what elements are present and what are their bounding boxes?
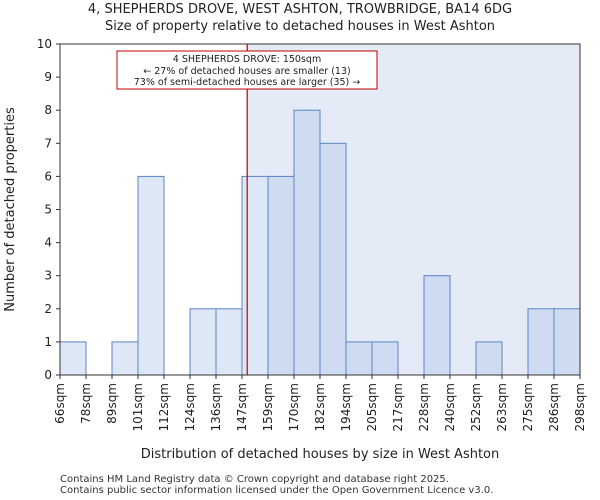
y-ticks-group: 0 1 2 3 4 5 6 7 8 9 10: [37, 37, 60, 382]
y-tick-label: 6: [44, 169, 52, 183]
y-tick-label: 0: [44, 368, 52, 382]
x-tick-label: 147sqm: [235, 383, 249, 431]
x-tick-label: 263sqm: [495, 383, 509, 431]
annotation-box: 4 SHEPHERDS DROVE: 150sqm ← 27% of detac…: [116, 50, 378, 90]
histogram-bar: [319, 142, 347, 376]
y-tick-label: 1: [44, 335, 52, 349]
histogram-bar: [345, 341, 373, 376]
x-tick-label: 159sqm: [261, 383, 275, 431]
y-axis-label: Number of detached properties: [3, 107, 18, 312]
histogram-bar: [527, 308, 555, 376]
x-ticks-group: 66sqm 78sqm 89sqm 101sqm 112sqm 124sqm 136sqm 1…: [53, 375, 587, 431]
histogram-bar: [241, 175, 269, 376]
histogram-bar: [371, 341, 399, 376]
y-tick-label: 7: [44, 136, 52, 150]
x-tick-label: 170sqm: [287, 383, 301, 431]
x-tick-label: 78sqm: [79, 383, 93, 424]
x-tick-label: 217sqm: [391, 383, 405, 431]
x-tick-label: 89sqm: [105, 383, 119, 424]
annotation-line-3: 73% of semi-detached houses are larger (…: [134, 77, 361, 88]
y-tick-label: 10: [37, 37, 52, 51]
chart-subtitle: Size of property relative to detached ho…: [104, 19, 496, 34]
x-tick-label: 275sqm: [521, 383, 535, 431]
histogram-bar: [293, 109, 321, 376]
histogram-bar: [553, 308, 581, 376]
y-tick-label: 4: [44, 236, 52, 250]
x-tick-label: 124sqm: [183, 383, 197, 431]
histogram-bar: [215, 308, 243, 376]
footer-licence: Contains public sector information licen…: [60, 485, 494, 496]
footer-copyright: Contains HM Land Registry data © Crown c…: [60, 474, 449, 485]
x-tick-label: 101sqm: [131, 383, 145, 431]
histogram-bar: [267, 175, 295, 376]
x-tick-label: 205sqm: [365, 383, 379, 431]
x-tick-label: 66sqm: [53, 383, 67, 424]
chart-title: 4, SHEPHERDS DROVE, WEST ASHTON, TROWBRI…: [87, 2, 513, 17]
y-tick-label: 5: [44, 203, 52, 217]
histogram-bar: [475, 341, 503, 376]
x-tick-label: 286sqm: [547, 383, 561, 431]
annotation-border: [116, 50, 378, 90]
histogram-bar: [189, 308, 217, 376]
y-tick-label: 8: [44, 103, 52, 117]
histogram-bar: [111, 341, 139, 376]
annotation-line-1: 4 SHEPHERDS DROVE: 150sqm: [173, 54, 321, 65]
x-tick-label: 112sqm: [157, 383, 171, 431]
x-tick-label: 136sqm: [209, 383, 223, 431]
y-tick-label: 2: [44, 302, 52, 316]
bars-group: [59, 109, 581, 376]
x-tick-label: 228sqm: [417, 383, 431, 431]
x-tick-label: 194sqm: [339, 383, 353, 431]
x-tick-label: 240sqm: [443, 383, 457, 431]
annotation-line-2: ← 27% of detached houses are smaller (13…: [143, 66, 350, 77]
x-tick-label: 252sqm: [469, 383, 483, 431]
histogram-bar: [59, 341, 87, 376]
y-tick-label: 9: [44, 70, 52, 84]
x-tick-label: 298sqm: [573, 383, 587, 431]
histogram-bar: [137, 175, 165, 376]
x-axis-label: Distribution of detached houses by size …: [141, 447, 500, 462]
histogram-bar: [423, 275, 451, 376]
x-tick-label: 182sqm: [313, 383, 327, 431]
y-tick-label: 3: [44, 269, 52, 283]
